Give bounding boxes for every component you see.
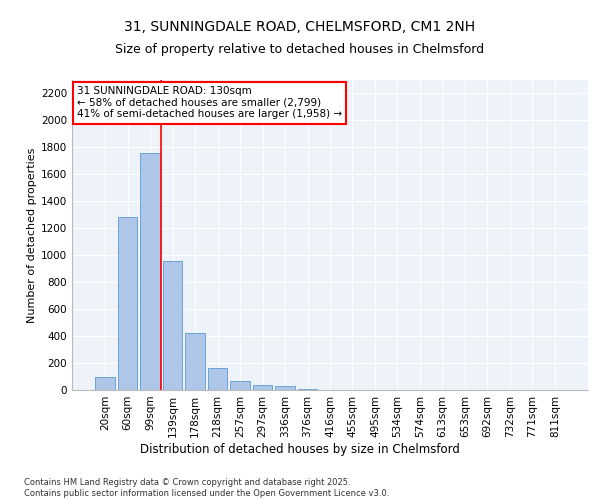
Bar <box>230 381 250 390</box>
Bar <box>208 368 227 390</box>
Text: Distribution of detached houses by size in Chelmsford: Distribution of detached houses by size … <box>140 442 460 456</box>
Bar <box>118 218 137 390</box>
Bar <box>185 334 205 390</box>
Bar <box>275 386 295 390</box>
Text: 31 SUNNINGDALE ROAD: 130sqm
← 58% of detached houses are smaller (2,799)
41% of : 31 SUNNINGDALE ROAD: 130sqm ← 58% of det… <box>77 86 342 120</box>
Bar <box>163 260 182 390</box>
Bar <box>95 376 115 390</box>
Text: Contains HM Land Registry data © Crown copyright and database right 2025.
Contai: Contains HM Land Registry data © Crown c… <box>24 478 389 498</box>
Bar <box>253 384 272 390</box>
Text: 31, SUNNINGDALE ROAD, CHELMSFORD, CM1 2NH: 31, SUNNINGDALE ROAD, CHELMSFORD, CM1 2N… <box>124 20 476 34</box>
Y-axis label: Number of detached properties: Number of detached properties <box>27 148 37 322</box>
Text: Size of property relative to detached houses in Chelmsford: Size of property relative to detached ho… <box>115 42 485 56</box>
Bar <box>140 153 160 390</box>
